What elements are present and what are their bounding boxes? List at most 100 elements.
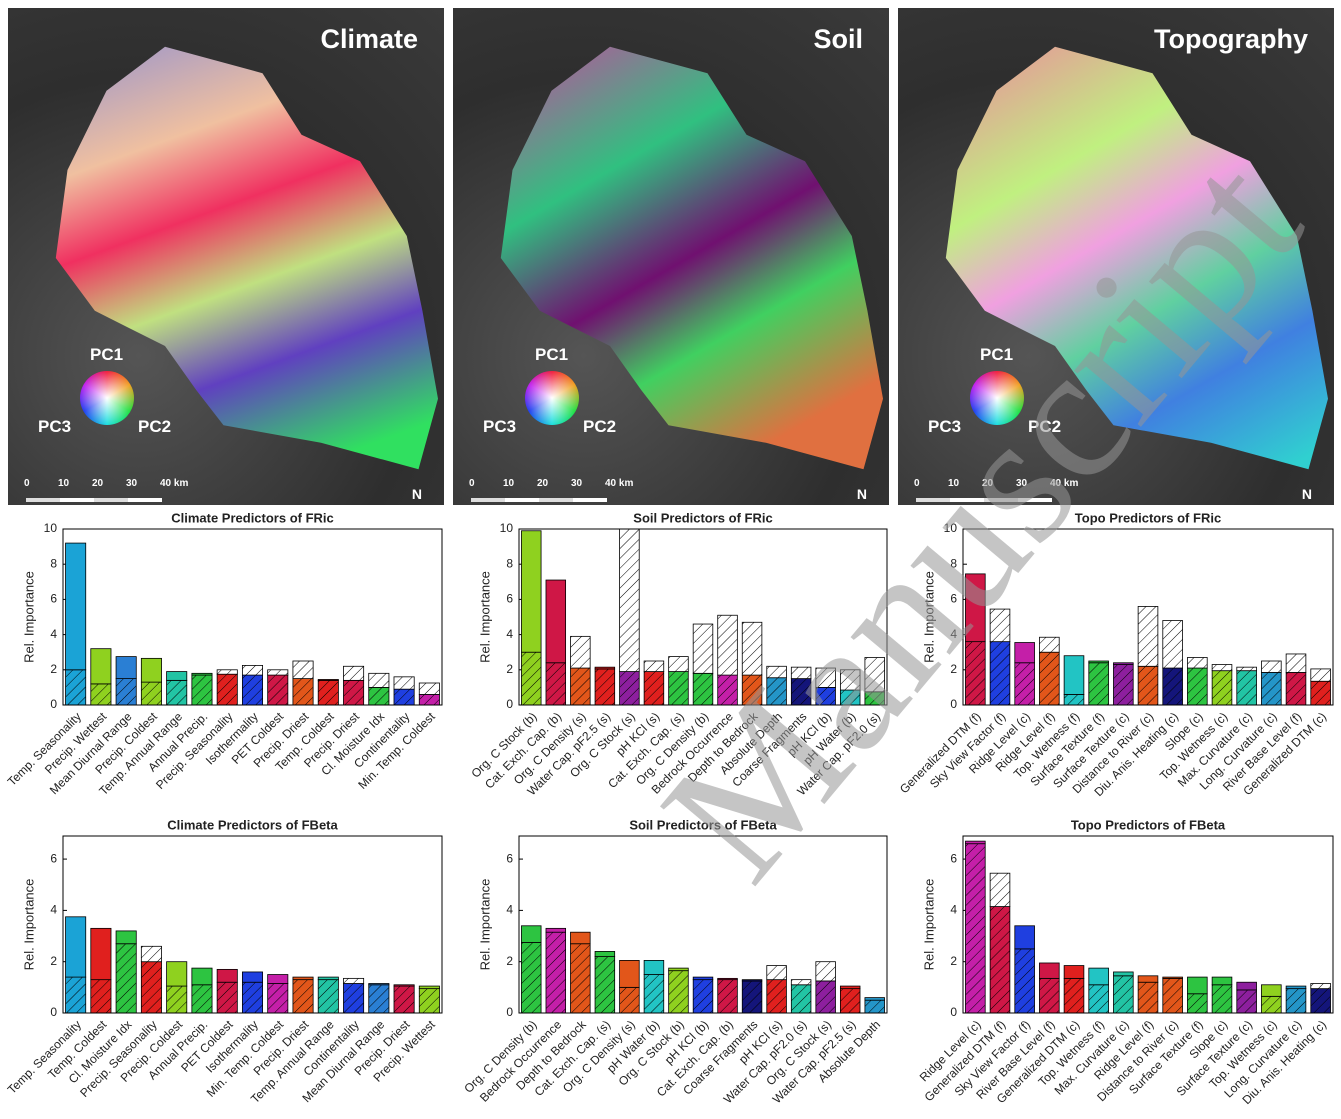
bar-lower [192,985,212,1013]
bar-upper [1187,977,1207,994]
bar-lower [1039,978,1059,1013]
y-tick-label: 2 [50,954,57,968]
y-tick-label: 6 [50,592,57,606]
bar-upper [791,980,811,985]
bar-upper [1311,669,1331,681]
bar-upper [521,926,541,943]
bar-upper [1212,977,1232,985]
figure: ClimatePC1PC2PC3010203040 kmNSoilPC1PC2P… [0,0,1341,1119]
bar-lower [116,944,136,1013]
bar-upper [1187,657,1207,668]
bar-upper [369,984,389,985]
bar-upper [66,543,86,670]
y-tick-label: 4 [950,903,957,917]
bar-upper [268,975,288,984]
y-axis-label: Rel. Importance [21,879,36,971]
y-tick-label: 6 [506,592,513,606]
bar-lower [1286,989,1306,1013]
bar-upper [141,946,161,961]
bar-lower [571,668,591,705]
bar-upper [91,928,111,979]
bar-upper [571,636,591,668]
bar-lower [865,1000,885,1013]
bar-upper [343,666,363,680]
bar-lower [1311,989,1331,1013]
bar-upper [1311,984,1331,989]
bar-upper [693,977,713,980]
bar-lower [369,985,389,1013]
bar-lower [242,982,262,1013]
bar-lower [1113,665,1133,705]
bar-lower [595,669,615,705]
bar-upper [91,649,111,684]
bar-lower [343,680,363,705]
bar-upper [620,960,640,987]
bar-lower [242,675,262,705]
bar-upper [521,531,541,652]
bar-upper [546,928,566,932]
bar-lower [1138,666,1158,705]
bar-upper [394,985,414,986]
bar-upper [595,667,615,669]
chart-title: Soil Predictors of FRic [633,510,772,525]
bar-lower [669,971,689,1013]
bar-lower [1187,668,1207,705]
bar-upper [767,966,787,980]
y-tick-label: 0 [50,697,57,711]
y-tick-label: 6 [506,851,513,865]
bar-upper [318,679,338,680]
bar-lower [965,844,985,1013]
bar-lower [1212,671,1232,705]
bar-lower [141,682,161,705]
bar-upper [1261,985,1281,997]
bar-upper [242,665,262,675]
bar-lower [419,989,439,1013]
bar-upper [1039,637,1059,652]
bar-upper [1286,986,1306,989]
bar-upper [816,962,836,981]
bar-lower [1039,652,1059,705]
y-tick-label: 10 [44,521,58,535]
bar-lower [521,652,541,705]
bar-lower [693,980,713,1013]
bar-upper [1039,963,1059,978]
bar-upper [293,977,313,980]
chart-title: Climate Predictors of FBeta [167,817,338,832]
bar-upper [571,932,591,944]
bar-upper [693,624,713,673]
y-tick-label: 2 [50,662,57,676]
y-tick-label: 0 [950,1005,957,1019]
bar-upper [1113,663,1133,665]
y-tick-label: 10 [500,521,514,535]
bar-upper [293,661,313,679]
bar-lower [1015,663,1035,705]
bar-lower [66,977,86,1013]
bar-lower [571,944,591,1013]
bar-upper [192,968,212,985]
bar-lower [1064,978,1084,1013]
bar-lower [791,985,811,1013]
bar-lower [268,984,288,1014]
bar-lower [1089,985,1109,1013]
bar-upper [167,962,187,986]
bar-lower [1187,994,1207,1013]
bar-upper [217,670,237,674]
bar-upper [116,931,136,944]
bar-upper [1237,667,1257,671]
bar-lower [742,981,762,1013]
bar-upper [343,978,363,983]
bar-upper [1237,982,1257,990]
bar-upper [369,673,389,687]
bar-upper [419,683,439,694]
bar-lower [293,980,313,1013]
y-tick-label: 6 [950,851,957,865]
bar-lower [1261,672,1281,705]
chart-title: Topo Predictors of FBeta [1071,817,1226,832]
y-axis-label: Rel. Importance [477,571,492,663]
bar-upper [192,673,212,675]
y-axis-label: Rel. Importance [21,571,36,663]
y-tick-label: 8 [50,556,57,570]
bar-lower [620,987,640,1013]
bar-lower [1064,694,1084,705]
bar-lower [116,679,136,705]
